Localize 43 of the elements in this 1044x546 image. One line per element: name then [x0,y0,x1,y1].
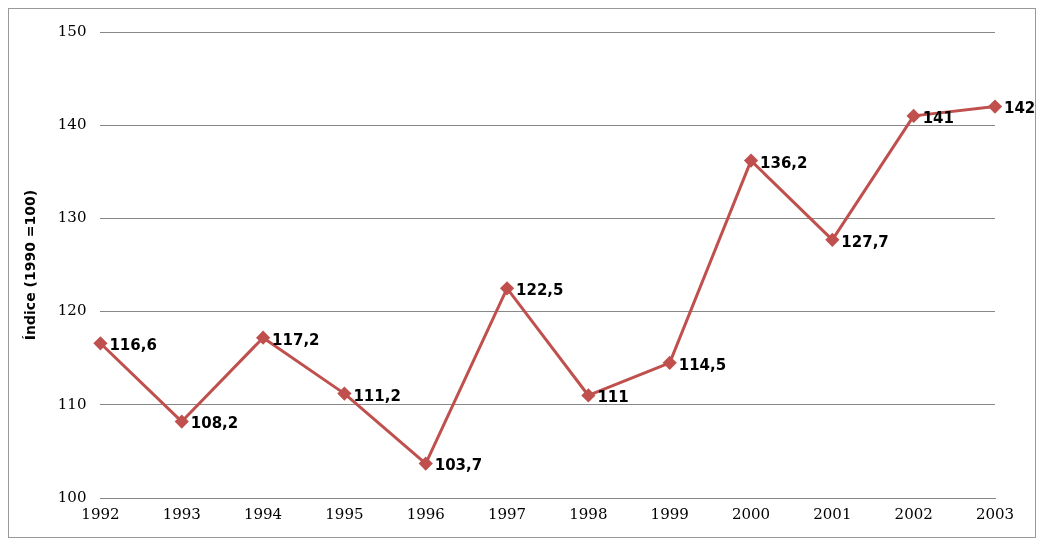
x-tick-label: 1995 [325,504,364,523]
point [419,457,433,471]
data-label: 127,7 [841,232,889,251]
point [825,233,839,247]
point [744,154,758,168]
data-label: 141 [922,108,954,127]
point [907,109,921,123]
x-tick-label: 2000 [731,504,771,523]
y-tick-label: 130 [57,208,87,227]
y-tick-label: 140 [57,115,87,134]
x-tick-label: 2003 [975,504,1015,523]
point [175,415,189,429]
data-label: 116,6 [109,336,157,355]
data-label: 117,2 [272,330,320,349]
y-tick-label: 100 [57,487,87,506]
x-tick-label: 1998 [569,504,608,523]
x-tick-label: 1992 [81,504,120,523]
y-tick-label: 150 [57,21,87,40]
y-tick-label: 110 [57,394,87,413]
x-tick-label: 2001 [813,504,852,523]
x-tick-label: 1993 [162,504,201,523]
data-label: 122,5 [516,281,564,300]
x-tick-label: 1997 [487,504,527,523]
point [93,336,107,350]
y-axis-title: Índice (1990 =100) [22,189,39,341]
point [500,281,514,295]
x-tick-label: 1999 [650,504,689,523]
point [988,100,1002,114]
x-tick-label: 1994 [243,504,283,523]
data-label: 111 [597,388,629,407]
data-label: 136,2 [760,153,808,172]
point [663,356,677,370]
point [581,388,595,402]
data-label: 114,5 [678,355,727,374]
data-label: 111,2 [353,386,401,405]
x-tick-label: 1996 [406,504,445,523]
data-label: 142 [1004,99,1036,118]
y-tick-label: 120 [57,301,87,320]
point [256,331,270,345]
x-tick-label: 2002 [894,504,933,523]
data-label: 108,2 [190,414,239,433]
point [337,387,351,401]
data-label: 103,7 [434,456,483,475]
